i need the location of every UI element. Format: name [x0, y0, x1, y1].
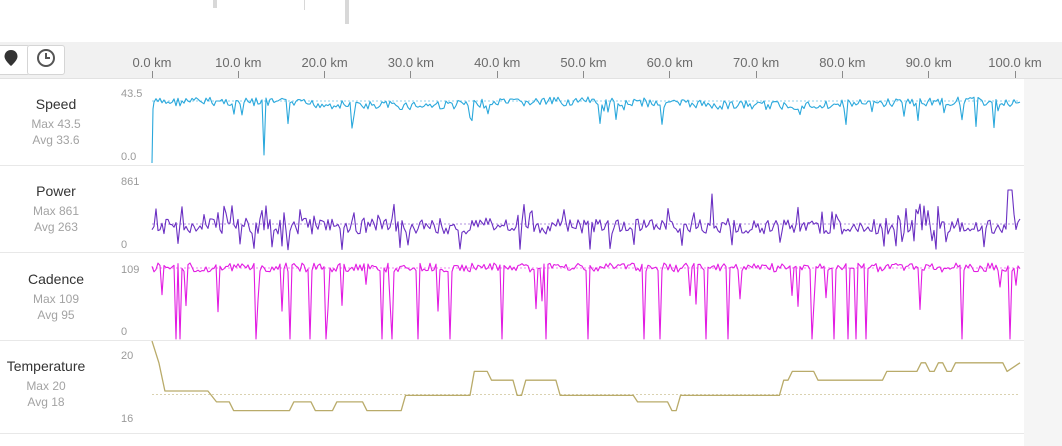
- power-y-max: 861: [121, 176, 140, 188]
- temperature-chart[interactable]: [112, 340, 1024, 431]
- speed-y-min: 0.0: [121, 151, 137, 163]
- scroll-marker: [345, 0, 349, 24]
- x-tick: [324, 71, 326, 78]
- x-tick: [583, 71, 584, 78]
- x-tick: [669, 71, 671, 78]
- x-tick-label: 60.0 km: [646, 55, 693, 70]
- power-avg: Avg 263: [34, 220, 78, 234]
- cadence-label: Cadence Max 109 Avg 95: [0, 271, 112, 323]
- divider: [0, 252, 1062, 253]
- x-tick: [841, 71, 843, 78]
- speed-max: Max 43.5: [31, 117, 81, 131]
- x-tick: [928, 71, 930, 78]
- cadence-y-max: 109: [121, 264, 140, 276]
- scroll-marker: [213, 0, 217, 8]
- power-title: Power: [36, 183, 76, 199]
- temperature-line: [151, 340, 1021, 412]
- power-line: [151, 189, 1021, 251]
- x-tick-label: 70.0 km: [732, 55, 780, 70]
- cadence-title: Cadence: [27, 271, 85, 287]
- speed-line: [151, 96, 1021, 164]
- cadence-y-min: 0: [121, 326, 128, 338]
- speed-y-max: 43.5: [121, 88, 143, 100]
- x-tick-label: 90.0 km: [905, 55, 952, 70]
- temperature-y-min: 16: [121, 413, 134, 425]
- power-chart[interactable]: [112, 166, 1024, 252]
- x-tick: [237, 71, 239, 78]
- speed-label: Speed Max 43.5 Avg 33.6: [0, 96, 112, 148]
- temperature-title: Temperature: [6, 358, 86, 374]
- speed-avg: Avg 33.6: [32, 133, 80, 147]
- location-toggle-button[interactable]: [0, 45, 30, 75]
- temperature-max: Max 20: [26, 379, 66, 393]
- x-tick-label: 30.0 km: [387, 55, 435, 70]
- time-toggle-button[interactable]: [27, 45, 65, 75]
- x-tick: [410, 71, 412, 78]
- x-tick: [151, 71, 153, 78]
- divider: [0, 165, 1062, 166]
- speed-chart[interactable]: [112, 79, 1024, 165]
- power-max: Max 861: [32, 204, 80, 218]
- top-strip: [0, 0, 1062, 42]
- divider: [0, 340, 1062, 341]
- temperature-y-max: 20: [121, 350, 134, 362]
- temperature-label: Temperature Max 20 Avg 18: [0, 358, 102, 410]
- cadence-avg: Avg 95: [37, 308, 75, 322]
- x-tick-label: 100.0 km: [988, 55, 1042, 70]
- distance-axis-bar: [0, 42, 1062, 79]
- x-tick: [1014, 71, 1016, 78]
- cadence-line: [151, 262, 1021, 340]
- cadence-max: Max 109: [32, 292, 80, 306]
- scroll-marker: [304, 0, 305, 10]
- clock-icon: [36, 48, 56, 73]
- x-tick-label: 80.0 km: [819, 55, 866, 70]
- cadence-chart[interactable]: [112, 253, 1024, 340]
- x-tick-label: 50.0 km: [560, 55, 607, 70]
- x-tick-label: 20.0 km: [301, 55, 348, 70]
- power-label: Power Max 861 Avg 263: [0, 183, 112, 235]
- x-tick-label: 40.0 km: [474, 55, 521, 70]
- divider: [0, 433, 1062, 434]
- right-gutter: [1024, 79, 1062, 446]
- power-y-min: 0: [121, 239, 128, 251]
- temperature-avg: Avg 18: [27, 395, 65, 409]
- x-tick: [755, 71, 757, 78]
- map-pin-icon: [3, 49, 19, 72]
- x-tick-label: 10.0 km: [215, 55, 262, 70]
- x-tick: [496, 71, 498, 78]
- x-tick-label: 0.0 km: [132, 55, 172, 70]
- speed-title: Speed: [35, 96, 77, 112]
